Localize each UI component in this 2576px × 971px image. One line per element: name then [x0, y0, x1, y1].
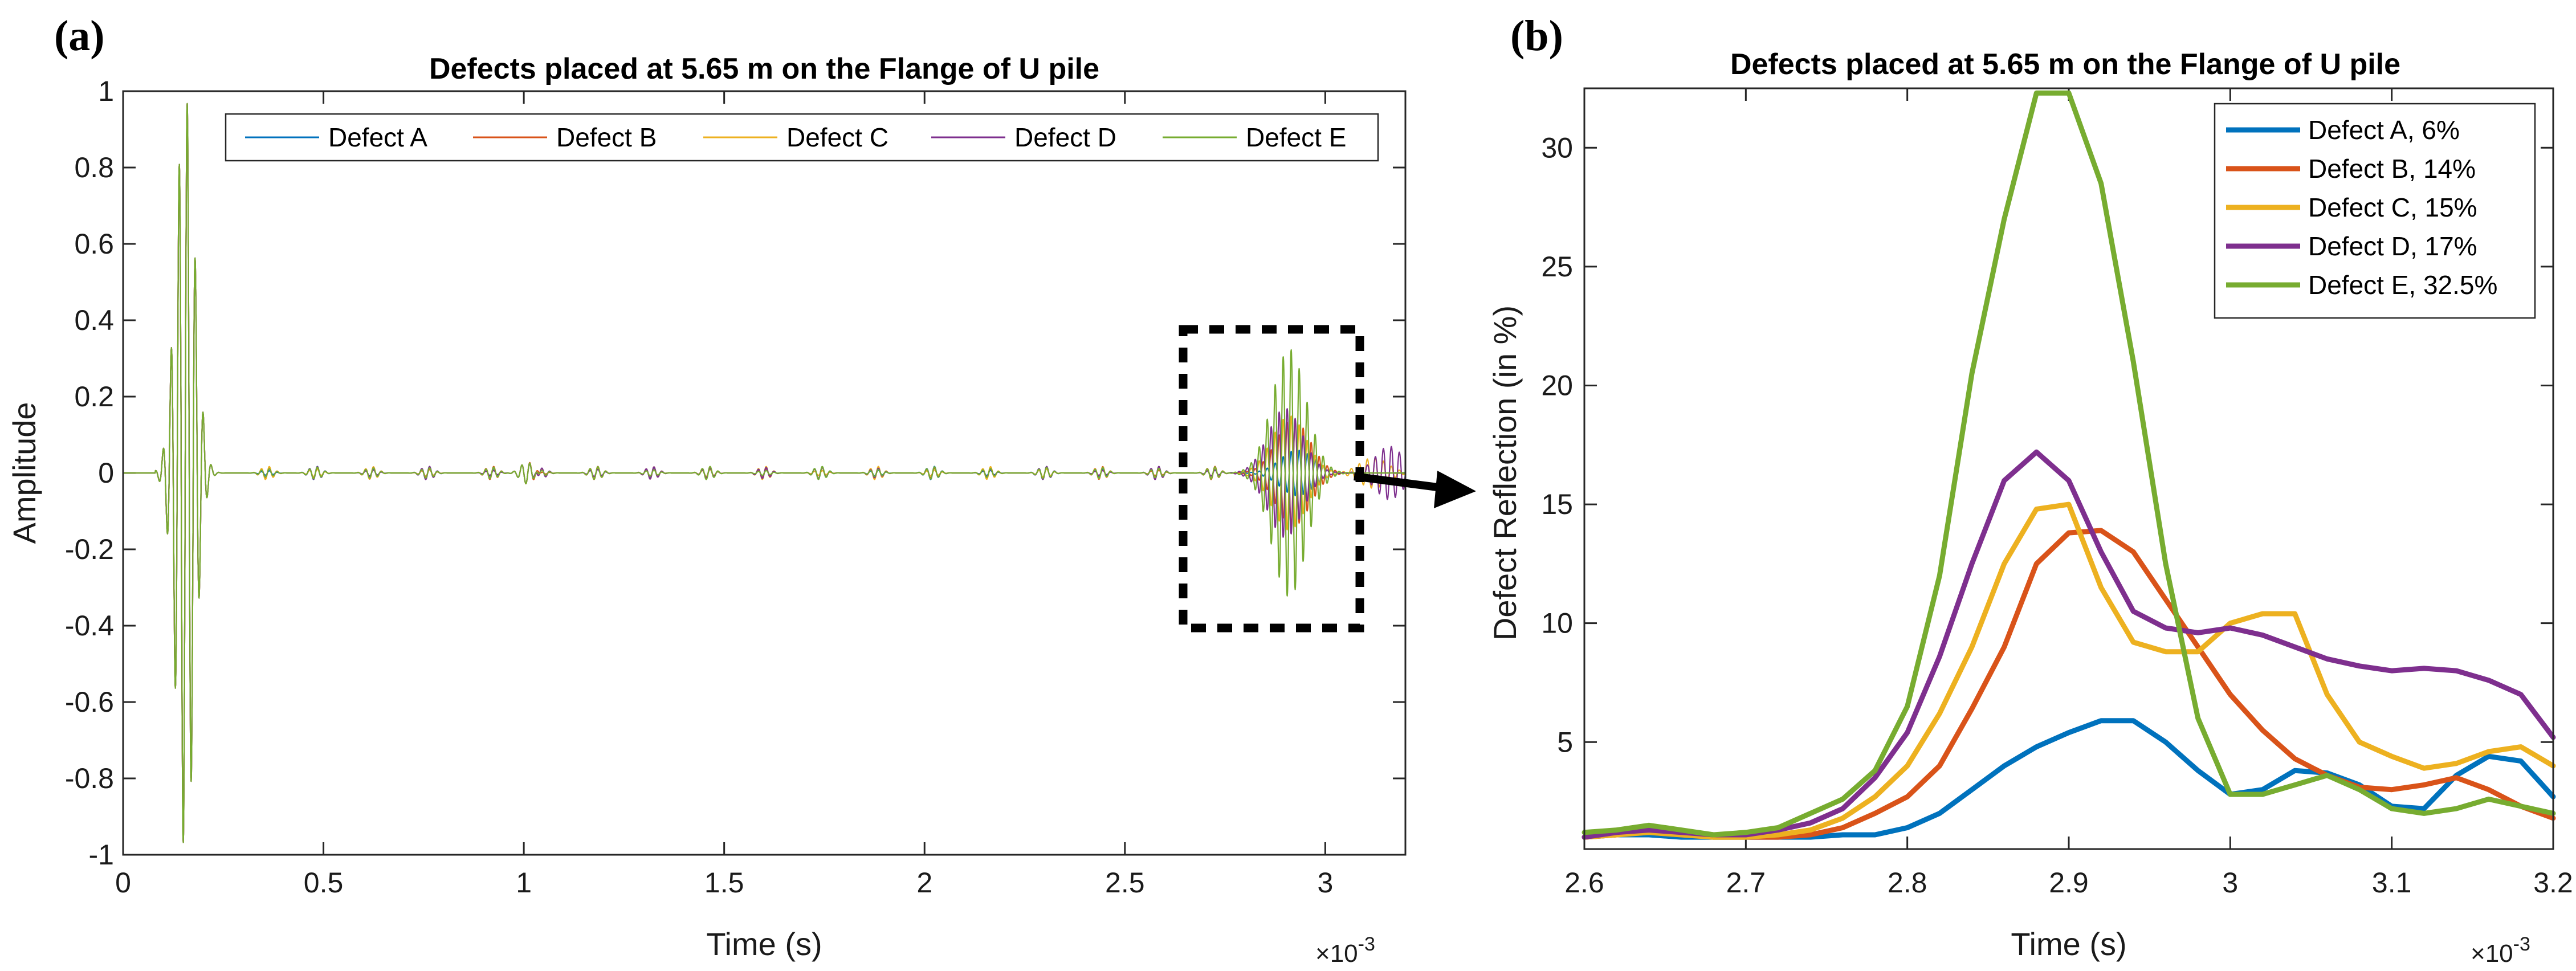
- panel-b-y-tick-labels: 5 10 15 20 25 30: [1541, 132, 1573, 758]
- panel-a-x-tick-label: 1.5: [704, 867, 744, 899]
- panel-b-legend-label-b: Defect B, 14%: [2308, 154, 2476, 183]
- panel-b-y-tick-label: 20: [1541, 369, 1573, 401]
- panel-a-y-tick-label: -0.4: [65, 610, 114, 642]
- panel-a-title: Defects placed at 5.65 m on the Flange o…: [429, 52, 1099, 85]
- panel-a-axes-box: [122, 90, 1407, 856]
- panel-b-x-tick-label: 2.7: [1726, 867, 1766, 899]
- panel-b-label: (b): [1510, 12, 1563, 60]
- panel-a-x-tick-label: 0.5: [304, 867, 344, 899]
- panel-b-x-tick-label: 3: [2222, 867, 2238, 899]
- panel-a: (a) Defects placed at 5.65 m on the Flan…: [6, 12, 1476, 968]
- panel-a-y-tick-label: -0.8: [65, 762, 114, 794]
- panel-a-y-tick-label: 0.6: [74, 228, 114, 260]
- panel-b-legend-box: [2214, 103, 2536, 319]
- panel-a-y-tick-label: 1: [98, 75, 114, 107]
- panel-b-x-tick-label: 2.8: [1888, 867, 1927, 899]
- panel-a-x-tick-label: 1: [516, 867, 532, 899]
- panel-b-y-tick-label: 5: [1557, 726, 1573, 758]
- panel-a-ylabel: Amplitude: [6, 402, 42, 544]
- panel-a-label: (a): [54, 12, 105, 60]
- panel-a-series-line-e: [123, 103, 1406, 843]
- panel-b-y-tick-label: 25: [1541, 251, 1573, 283]
- panel-b-legend-label-d: Defect D, 17%: [2308, 231, 2477, 261]
- panel-b-x-multiplier-base: ×10: [2471, 940, 2513, 968]
- panel-b-x-tick-labels: 2.6 2.7 2.8 2.9 3 3.1 3.2: [1564, 867, 2573, 899]
- panel-a-x-tick-label: 0: [115, 867, 131, 899]
- panel-b-x-tick-label: 2.9: [2049, 867, 2089, 899]
- panel-a-legend-label-a: Defect A: [328, 123, 427, 152]
- panel-a-legend-label-b: Defect B: [556, 123, 657, 152]
- zoom-arrow-head: [1434, 471, 1476, 508]
- panel-b-ylabel: Defect Reflection (in %): [1487, 305, 1523, 640]
- panel-a-series: [123, 103, 1407, 843]
- panel-a-y-tick-label: -0.6: [65, 686, 114, 718]
- panel-a-x-multiplier-exp: -3: [1358, 933, 1375, 955]
- panel-b-x-multiplier-exp: -3: [2513, 933, 2530, 955]
- panel-b-legend-label-a: Defect A, 6%: [2308, 115, 2460, 145]
- panel-a-legend-label-d: Defect D: [1014, 123, 1116, 152]
- panel-b-title: Defects placed at 5.65 m on the Flange o…: [1730, 48, 2400, 81]
- panel-a-legend-label-c: Defect C: [786, 123, 888, 152]
- panel-b-x-tick-label: 2.6: [1564, 867, 1604, 899]
- panel-b: (b) Defects placed at 5.65 m on the Flan…: [1487, 12, 2573, 968]
- panel-b-series-line-e: [1582, 90, 2556, 838]
- panel-b-legend: Defect A, 6% Defect B, 14% Defect C, 15% De…: [2214, 103, 2536, 319]
- panel-a-x-tick-labels: 0 0.5 1 1.5 2 2.5 3: [115, 867, 1333, 899]
- panel-a-y-tick-label: 0.2: [74, 381, 114, 413]
- panel-a-y-tick-label: 0.4: [74, 304, 114, 336]
- panel-b-y-tick-label: 15: [1541, 488, 1573, 520]
- panel-a-y-tick-labels: -1 -0.8 -0.6 -0.4 -0.2 0 0.2 0.4 0.6 0.8 1: [65, 75, 114, 871]
- panel-b-x-tick-label: 3.1: [2372, 867, 2412, 899]
- panel-a-x-multiplier: ×10-3: [1315, 933, 1375, 968]
- panel-a-legend: Defect A Defect B Defect C Defect D Defect E: [225, 113, 1379, 162]
- panel-b-x-multiplier: ×10-3: [2471, 933, 2530, 968]
- panel-a-y-tick-label: 0.8: [74, 152, 114, 183]
- panel-a-x-tick-label: 2.5: [1105, 867, 1145, 899]
- panel-a-y-tick-label: -0.2: [65, 533, 114, 565]
- panel-b-legend-label-c: Defect C, 15%: [2308, 193, 2477, 222]
- panel-a-y-tick-label: -1: [89, 839, 114, 871]
- panel-b-x-tick-label: 3.2: [2533, 867, 2573, 899]
- panel-a-y-tick-label: 0: [98, 457, 114, 489]
- panel-a-x-tick-label: 3: [1317, 867, 1333, 899]
- panel-b-xlabel: Time (s): [2011, 926, 2126, 962]
- panel-a-legend-label-e: Defect E: [1246, 123, 1346, 152]
- panel-b-y-tick-label: 10: [1541, 607, 1573, 639]
- panel-a-x-tick-label: 2: [916, 867, 932, 899]
- panel-a-xlabel: Time (s): [706, 926, 822, 962]
- panel-a-x-multiplier-base: ×10: [1315, 940, 1358, 968]
- panel-b-legend-label-e: Defect E, 32.5%: [2308, 270, 2497, 300]
- panel-b-axes-box: [1583, 87, 2554, 850]
- zoom-arrow-shaft: [1354, 472, 1442, 492]
- panel-b-y-tick-label: 30: [1541, 132, 1573, 164]
- panel-b-series: [1582, 90, 2556, 840]
